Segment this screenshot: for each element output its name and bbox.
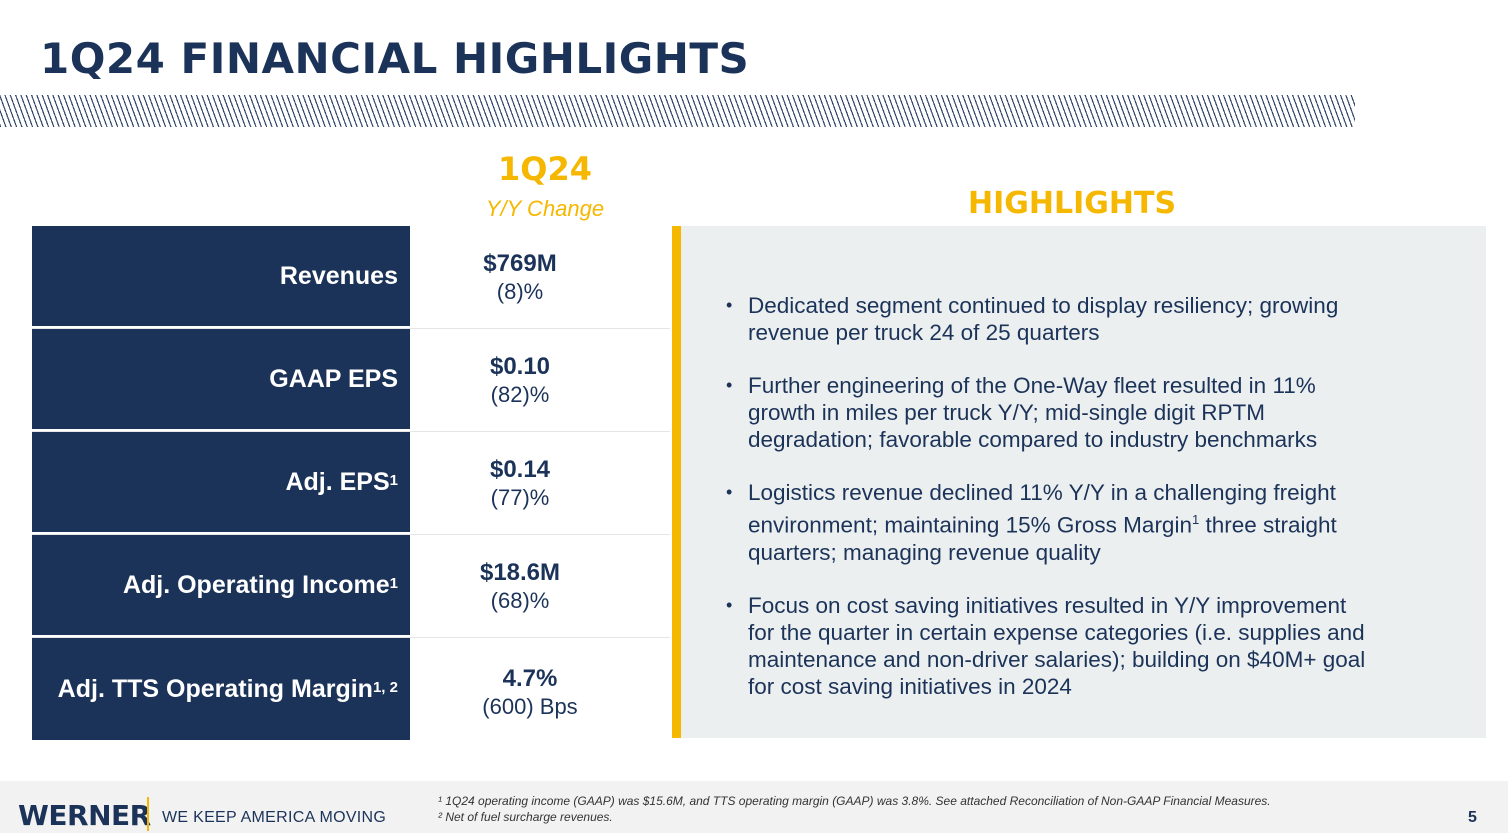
metric-value: 4.7%: [502, 664, 558, 692]
footnote-ref: 1: [389, 574, 398, 592]
highlights-heading: HIGHLIGHTS: [968, 186, 1177, 221]
change-subheading: Y/Y Change: [485, 196, 605, 221]
metric-label: Adj. EPS 1: [32, 432, 410, 534]
metric-change: (600) Bps: [482, 693, 578, 719]
metrics-table: Revenues $769M (8)% GAAP EPS $0.10 (82)%…: [32, 226, 670, 740]
metric-value: $0.10: [489, 352, 551, 380]
period-heading: 1Q24: [498, 150, 592, 188]
metric-label: Revenues: [32, 226, 410, 328]
footnote-ref: 1: [389, 471, 398, 489]
hatch-divider: [0, 95, 1355, 127]
metric-values: $18.6M (68)%: [410, 535, 690, 637]
metric-row-adj-eps: Adj. EPS 1 $0.14 (77)%: [32, 432, 670, 535]
metric-value: $769M: [483, 249, 557, 277]
page-title: 1Q24 FINANCIAL HIGHLIGHTS: [40, 34, 750, 83]
metric-change: (8)%: [496, 278, 544, 304]
metric-label: Adj. Operating Income 1: [32, 535, 410, 637]
metric-change: (68)%: [490, 587, 550, 613]
metric-row-adj-tts-operating-margin: Adj. TTS Operating Margin 1, 2 4.7% (600)…: [32, 638, 670, 740]
metric-values: $769M (8)%: [410, 226, 690, 328]
tagline: WE KEEP AMERICA MOVING: [162, 809, 387, 826]
metric-row-gaap-eps: GAAP EPS $0.10 (82)%: [32, 329, 670, 432]
metric-change: (82)%: [490, 381, 550, 407]
werner-logo: WERNER: [18, 799, 151, 832]
highlight-item: Dedicated segment continued to display r…: [726, 292, 1366, 346]
page-number: 5: [1468, 809, 1477, 826]
footer-bar: WERNER WE KEEP AMERICA MOVING ¹ 1Q24 ope…: [0, 781, 1508, 833]
metric-change: (77)%: [490, 484, 550, 510]
metric-values: $0.14 (77)%: [410, 432, 690, 534]
metric-values: $0.10 (82)%: [410, 329, 690, 431]
highlights-panel: Dedicated segment continued to display r…: [672, 226, 1486, 738]
metric-row-adj-operating-income: Adj. Operating Income 1 $18.6M (68)%: [32, 535, 670, 638]
metric-row-revenues: Revenues $769M (8)%: [32, 226, 670, 329]
metric-value: $18.6M: [479, 558, 561, 586]
metric-label: GAAP EPS: [32, 329, 410, 431]
logo-divider: [147, 797, 149, 831]
highlight-item: Further engineering of the One-Way fleet…: [726, 372, 1366, 453]
highlight-item: Focus on cost saving initiatives resulte…: [726, 592, 1366, 700]
footnotes: ¹ 1Q24 operating income (GAAP) was $15.6…: [438, 793, 1271, 825]
metric-values: 4.7% (600) Bps: [410, 638, 690, 740]
metric-value: $0.14: [489, 455, 551, 483]
footnote-ref: 1, 2: [372, 678, 398, 696]
footnote-2: ² Net of fuel surcharge revenues.: [438, 810, 613, 824]
metric-label: Adj. TTS Operating Margin 1, 2: [32, 638, 410, 740]
highlight-item: Logistics revenue declined 11% Y/Y in a …: [726, 479, 1366, 566]
footnote-1: ¹ 1Q24 operating income (GAAP) was $15.6…: [438, 794, 1271, 808]
footnote-ref: 1: [1191, 512, 1200, 527]
highlights-list: Dedicated segment continued to display r…: [726, 292, 1366, 726]
